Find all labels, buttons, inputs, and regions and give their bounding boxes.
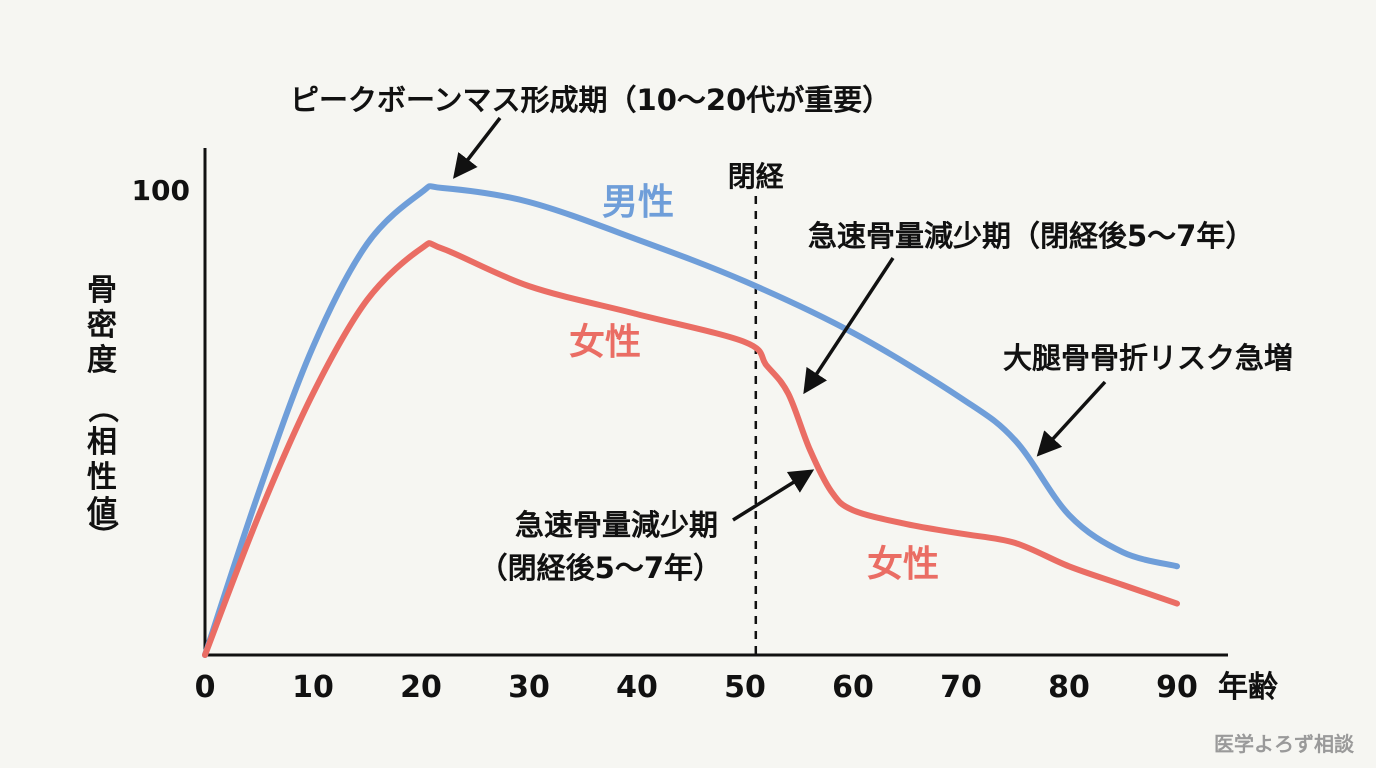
x-tick-label: 70	[940, 670, 982, 705]
rapid-loss-annotation-bottom-line2: （閉経後5〜7年）	[479, 551, 722, 585]
x-tick-labels: 0 10 20 30 40 50 60 70 80 90	[195, 670, 1198, 705]
x-tick-label: 60	[832, 670, 874, 705]
hip-fracture-arrow	[1036, 380, 1107, 457]
male-label: 男性	[602, 182, 674, 223]
y-axis-label-char: 度	[87, 343, 117, 378]
menopause-label: 閉経	[728, 160, 785, 193]
y-axis-label-char: 相	[87, 425, 117, 460]
female-label: 女性	[569, 322, 641, 363]
rapid-loss-annotation-top: 急速骨量減少期（閉経後5〜7年）	[808, 219, 1254, 253]
y-axis-label-char: （	[84, 393, 119, 423]
rapid-loss-arrow-top	[803, 257, 895, 395]
watermark: 医学よろず相談	[1214, 732, 1355, 756]
rapid-loss-arrow-bottom	[732, 469, 815, 522]
female-label-lower: 女性	[867, 544, 939, 585]
y-axis-label-char: ）	[84, 521, 119, 551]
x-tick-label: 20	[400, 670, 442, 705]
series-line-female	[202, 240, 1180, 658]
x-tick-label: 80	[1048, 670, 1090, 705]
y-axis-label-char: 性	[87, 460, 117, 495]
x-tick-label: 10	[292, 670, 334, 705]
rapid-loss-annotation-bottom-line1: 急速骨量減少期	[515, 508, 718, 542]
x-tick-label: 0	[195, 670, 216, 705]
x-tick-label: 30	[508, 670, 550, 705]
y-axis-label-char: 値	[86, 495, 117, 530]
peak-arrow	[453, 116, 502, 179]
x-axis-label: 年齢	[1218, 670, 1278, 705]
x-tick-label: 50	[724, 670, 766, 705]
x-tick-label: 90	[1156, 670, 1198, 705]
series-line-male	[202, 183, 1180, 658]
y-axis-label-char: 密	[87, 308, 117, 343]
y-axis-label-char: 骨	[87, 273, 117, 308]
peak-annotation: ピークボーンマス形成期（10〜20代が重要）	[290, 83, 891, 117]
hip-fracture-annotation: 大腿骨骨折リスク急増	[1003, 341, 1293, 375]
x-tick-label: 40	[616, 670, 658, 705]
y-axis-label: 骨 密 度 （ 相 性 値 ）	[84, 273, 119, 551]
y-tick-label: 100	[132, 174, 190, 207]
